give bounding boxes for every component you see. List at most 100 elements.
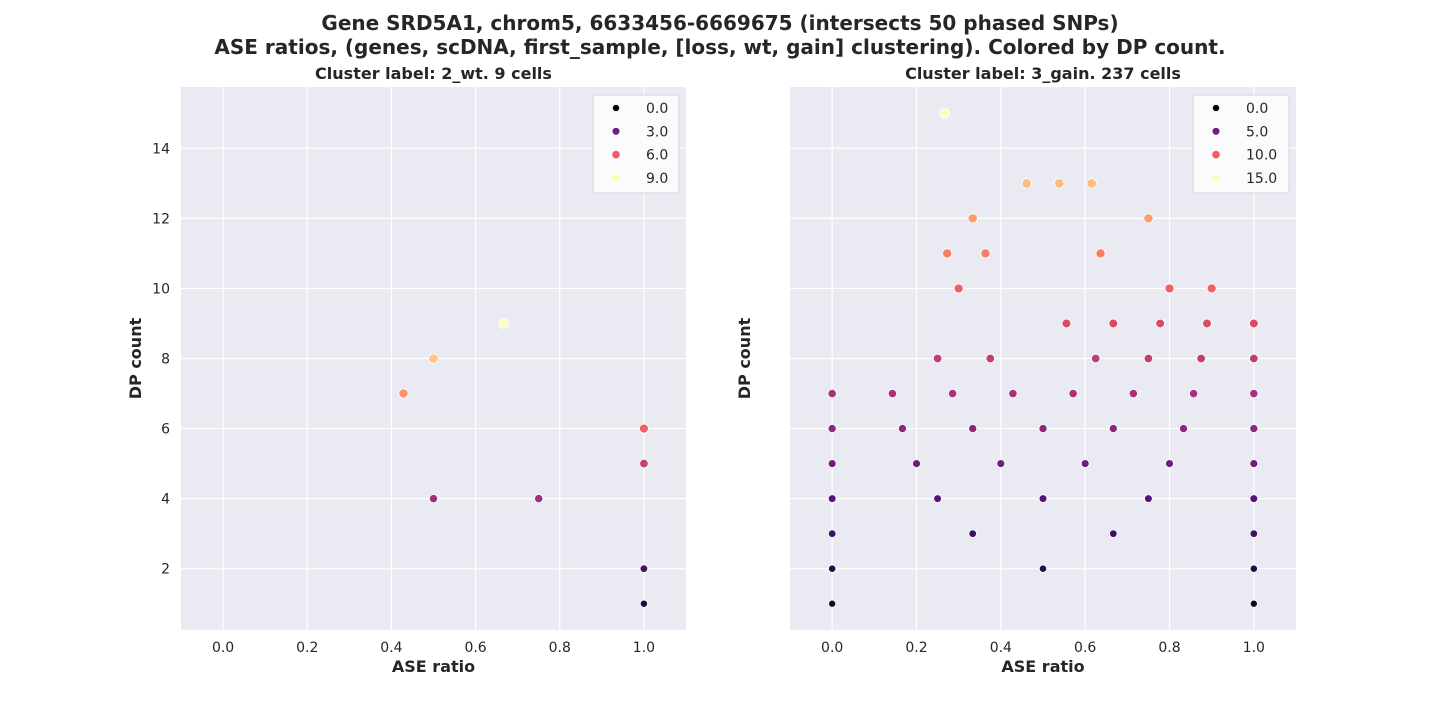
y-tick-label: 6: [161, 422, 170, 438]
left-scatter-panel: 0.0 0.2 0.4 0.6 0.8 1.0 2 4 6 8 10 12 14 ASE ratio DP …: [126, 64, 686, 676]
data-point: [932, 353, 943, 364]
panel-title: Cluster label: 3_gain. 237 cells: [905, 64, 1181, 83]
x-tick-label: 0.8: [549, 640, 571, 656]
data-point: [639, 423, 649, 434]
x-tick-label: 0.2: [296, 640, 318, 656]
data-point: [1128, 388, 1138, 399]
data-point: [1091, 353, 1101, 364]
legend-entry-label: 0.0: [1246, 101, 1268, 117]
x-axis-label: ASE ratio: [392, 657, 475, 676]
x-tick-label: 0.6: [1074, 640, 1096, 656]
data-point: [534, 494, 544, 504]
data-point: [639, 458, 649, 469]
data-point: [1249, 424, 1259, 434]
data-point: [1164, 283, 1175, 294]
legend: 0.0 5.0 10.0 15.0: [1192, 94, 1290, 194]
right-scatter-panel: 0.0 0.2 0.4 0.6 0.8 1.0 ASE ratio DP count Clust…: [735, 64, 1296, 676]
legend-entry-label: 15.0: [1246, 171, 1277, 187]
y-axis-label: DP count: [126, 317, 145, 399]
y-tick-label: 8: [161, 352, 170, 368]
data-point: [1080, 459, 1090, 468]
legend-marker: [611, 150, 621, 160]
data-point: [1249, 353, 1259, 364]
figure-title-line2: ASE ratios, (genes, scDNA, first_sample,…: [214, 35, 1225, 59]
data-point: [1143, 353, 1154, 364]
legend-marker: [1211, 150, 1221, 160]
data-point: [828, 599, 837, 608]
data-point: [912, 459, 921, 468]
legend-marker: [1211, 173, 1221, 183]
data-point: [1249, 459, 1259, 468]
x-tick-label: 0.2: [905, 640, 927, 656]
data-point: [398, 388, 409, 399]
data-point: [1249, 494, 1259, 503]
data-point: [1249, 388, 1259, 399]
y-tick-label: 12: [152, 211, 170, 227]
data-point: [498, 318, 510, 329]
data-point: [996, 459, 1006, 468]
x-tick-label: 0.6: [464, 640, 486, 656]
x-tick-label: 0.0: [212, 640, 234, 656]
legend-background: [592, 94, 680, 194]
data-point: [1249, 599, 1258, 608]
data-point: [1054, 178, 1065, 189]
data-point: [1143, 213, 1154, 224]
legend-marker: [1211, 127, 1221, 136]
data-point: [827, 459, 837, 468]
data-point: [1108, 424, 1118, 434]
data-point: [1249, 564, 1258, 573]
data-point: [639, 564, 649, 573]
data-point: [1109, 529, 1118, 538]
data-point: [985, 353, 995, 364]
data-point: [1206, 283, 1217, 294]
data-point: [1196, 353, 1206, 364]
data-point: [933, 494, 942, 503]
data-point: [1249, 318, 1259, 329]
data-point: [887, 388, 898, 399]
x-tick-label: 1.0: [1243, 640, 1265, 656]
data-point: [1144, 494, 1153, 503]
data-point: [897, 424, 907, 434]
y-tick-label: 14: [152, 141, 170, 157]
data-point: [1095, 248, 1106, 259]
legend-marker: [611, 127, 621, 136]
data-point: [948, 388, 958, 399]
data-point: [1188, 388, 1199, 399]
legend-entry-label: 10.0: [1246, 148, 1277, 164]
legend-entry-label: 9.0: [646, 171, 668, 187]
data-point: [1086, 178, 1097, 189]
data-point: [428, 494, 439, 504]
data-point: [639, 599, 648, 608]
legend-entry-label: 5.0: [1246, 124, 1268, 140]
data-point: [827, 494, 837, 503]
legend-entry-label: 6.0: [646, 148, 668, 164]
data-point: [953, 283, 964, 294]
data-point: [828, 564, 837, 573]
data-point: [980, 248, 991, 259]
y-tick-label: 10: [152, 281, 170, 297]
data-point: [827, 424, 837, 434]
data-point: [942, 248, 953, 259]
y-tick-label: 2: [161, 562, 170, 578]
data-point: [1249, 529, 1259, 538]
data-point: [1021, 178, 1032, 189]
data-point: [967, 213, 978, 224]
y-tick-label: 4: [161, 492, 170, 508]
data-point: [1108, 318, 1119, 329]
data-point: [968, 424, 978, 434]
legend: 0.0 3.0 6.0 9.0: [592, 94, 680, 194]
data-point: [428, 353, 439, 364]
data-point: [1038, 424, 1048, 434]
data-point: [1202, 318, 1212, 329]
legend-marker: [612, 104, 620, 112]
x-axis-label: ASE ratio: [1001, 657, 1084, 676]
figure-title-line1: Gene SRD5A1, chrom5, 6633456-6669675 (in…: [321, 11, 1118, 35]
data-point: [1155, 318, 1165, 329]
x-tick-label: 0.0: [821, 640, 843, 656]
data-point: [1179, 424, 1189, 434]
x-tick-label: 0.4: [990, 640, 1012, 656]
data-point: [968, 529, 977, 538]
data-point: [939, 107, 951, 119]
x-tick-label: 0.8: [1158, 640, 1180, 656]
